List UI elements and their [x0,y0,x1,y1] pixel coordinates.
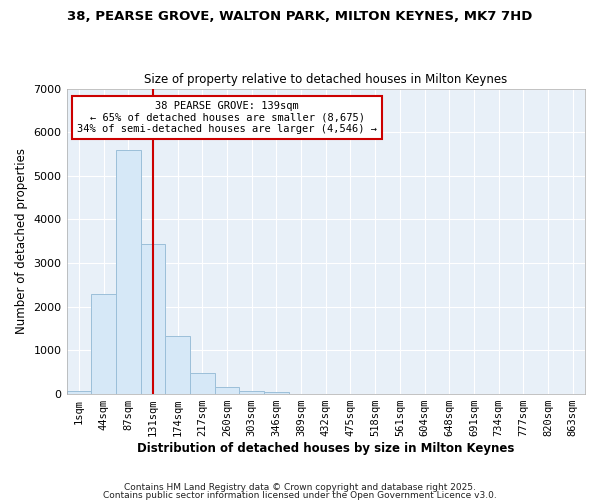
Bar [264,392,289,394]
Bar [190,372,215,394]
Text: Contains HM Land Registry data © Crown copyright and database right 2025.: Contains HM Land Registry data © Crown c… [124,484,476,492]
Y-axis label: Number of detached properties: Number of detached properties [15,148,28,334]
Bar [91,294,116,394]
Bar [239,391,264,394]
Bar [67,391,91,394]
Text: 38 PEARSE GROVE: 139sqm
← 65% of detached houses are smaller (8,675)
34% of semi: 38 PEARSE GROVE: 139sqm ← 65% of detache… [77,101,377,134]
Bar [116,150,140,394]
Title: Size of property relative to detached houses in Milton Keynes: Size of property relative to detached ho… [144,73,508,86]
Text: 38, PEARSE GROVE, WALTON PARK, MILTON KEYNES, MK7 7HD: 38, PEARSE GROVE, WALTON PARK, MILTON KE… [67,10,533,23]
Bar [165,336,190,394]
Text: Contains public sector information licensed under the Open Government Licence v3: Contains public sector information licen… [103,491,497,500]
X-axis label: Distribution of detached houses by size in Milton Keynes: Distribution of detached houses by size … [137,442,514,455]
Bar [215,387,239,394]
Bar [140,244,165,394]
